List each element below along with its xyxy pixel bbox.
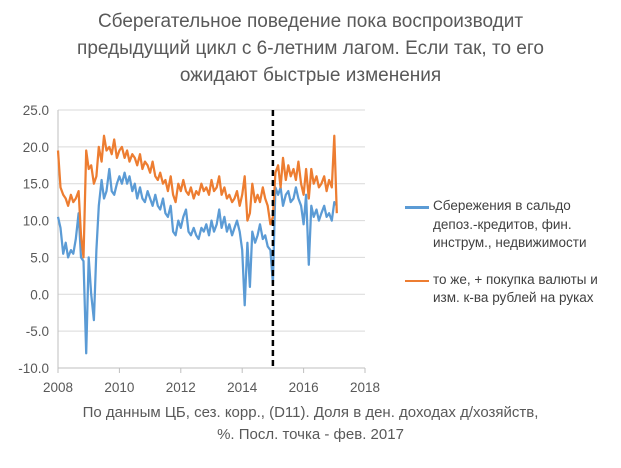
chart-title-line-2: предыдущий цикл с 6-летним лагом. Если т… [77,38,544,59]
x-axis: 2008 2010 2012 2014 2016 2018 [43,368,380,395]
y-tick-label: 20.0 [23,140,49,155]
legend-label-series-1: Сбережения в сальдо депоз.-кредитов, фин… [433,198,587,250]
footnote-line-1: По данным ЦБ, сез. корр., (D11). Доля в … [82,404,539,421]
y-tick-label: -5.0 [26,324,49,339]
legend-item-series-2: то же, + покупка валюты и изм. к-ва рубл… [405,271,615,308]
x-tick-label: 2012 [166,380,196,395]
grid-lines [57,109,365,369]
y-tick-label: 0.0 [30,287,49,302]
chart-title-line-3: ожидают быстрые изменения [179,65,442,86]
x-tick-label: 2008 [43,380,73,395]
footnote-line-2: %. Посл. точка - фев. 2017 [217,426,404,443]
series-line-1 [56,167,338,355]
y-tick-label: 5.0 [30,250,49,265]
x-tick-label: 2014 [227,380,258,395]
series-lines [56,134,338,355]
legend: Сбережения в сальдо депоз.-кредитов, фин… [405,197,615,326]
chart-title-line-1: Сберегательное поведение пока воспроизво… [97,11,524,32]
y-tick-label: 25.0 [23,103,49,118]
y-tick-label: 15.0 [23,177,49,192]
chart-title: Сберегательное поведение пока воспроизво… [0,8,621,89]
footnote: По данным ЦБ, сез. корр., (D11). Доля в … [0,402,621,446]
x-tick-label: 2010 [104,380,134,395]
legend-item-series-1: Сбережения в сальдо депоз.-кредитов, фин… [405,197,615,253]
y-axis: 25.0 20.0 15.0 10.0 5.0 0.0 -5.0 -10.0 [18,103,49,376]
x-tick-label: 2016 [289,380,319,395]
series-line-2 [56,134,338,259]
legend-swatch-orange [405,279,429,282]
y-tick-label: -10.0 [18,361,49,376]
legend-swatch-blue [405,206,429,209]
x-tick-label: 2018 [350,380,380,395]
y-tick-label: 10.0 [23,214,49,229]
legend-label-series-2: то же, + покупка валюты и изм. к-ва рубл… [433,271,598,306]
